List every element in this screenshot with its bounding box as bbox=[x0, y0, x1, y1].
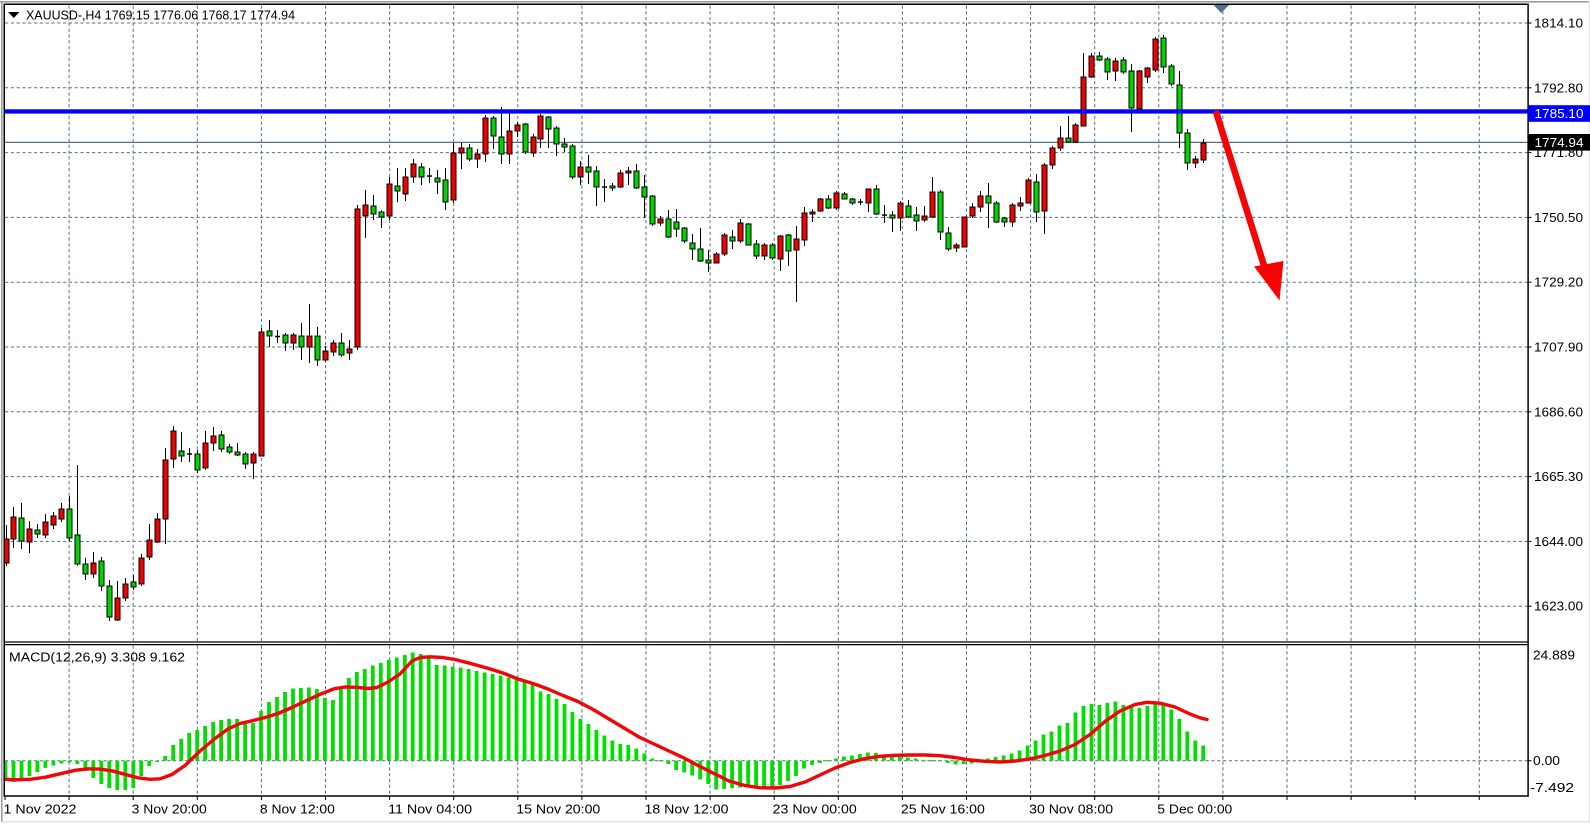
svg-text:1785.10: 1785.10 bbox=[1535, 106, 1584, 121]
svg-text:1792.80: 1792.80 bbox=[1534, 80, 1583, 95]
svg-text:25 Nov 16:00: 25 Nov 16:00 bbox=[901, 802, 985, 817]
svg-text:1814.10: 1814.10 bbox=[1534, 16, 1583, 31]
svg-text:3 Nov 20:00: 3 Nov 20:00 bbox=[132, 802, 207, 817]
svg-text:5 Dec 00:00: 5 Dec 00:00 bbox=[1157, 802, 1232, 817]
svg-text:1750.50: 1750.50 bbox=[1534, 210, 1583, 225]
svg-text:8 Nov 12:00: 8 Nov 12:00 bbox=[260, 802, 335, 817]
svg-text:11 Nov 04:00: 11 Nov 04:00 bbox=[388, 802, 472, 817]
svg-text:XAUUSD-,H4 1769.15 1776.06 17: XAUUSD-,H4 1769.15 1776.06 1768.17 1774.… bbox=[26, 8, 295, 23]
svg-text:24.889: 24.889 bbox=[1533, 648, 1575, 663]
svg-text:23 Nov 00:00: 23 Nov 00:00 bbox=[773, 802, 857, 817]
svg-text:1707.90: 1707.90 bbox=[1534, 340, 1583, 355]
svg-text:1774.94: 1774.94 bbox=[1535, 135, 1584, 150]
svg-text:1665.30: 1665.30 bbox=[1534, 469, 1583, 484]
svg-text:MACD(12,26,9) 3.308 9.162: MACD(12,26,9) 3.308 9.162 bbox=[9, 650, 185, 665]
svg-text:1644.00: 1644.00 bbox=[1534, 534, 1583, 549]
svg-text:1 Nov 2022: 1 Nov 2022 bbox=[4, 802, 77, 817]
svg-text:15 Nov 20:00: 15 Nov 20:00 bbox=[516, 802, 600, 817]
svg-text:-7.492: -7.492 bbox=[1530, 780, 1574, 795]
svg-text:1686.60: 1686.60 bbox=[1534, 404, 1583, 419]
svg-text:0.00: 0.00 bbox=[1533, 753, 1560, 768]
svg-text:18 Nov 12:00: 18 Nov 12:00 bbox=[645, 802, 729, 817]
svg-text:30 Nov 08:00: 30 Nov 08:00 bbox=[1029, 802, 1113, 817]
svg-text:1729.20: 1729.20 bbox=[1534, 275, 1583, 290]
svg-text:1623.00: 1623.00 bbox=[1534, 599, 1583, 614]
